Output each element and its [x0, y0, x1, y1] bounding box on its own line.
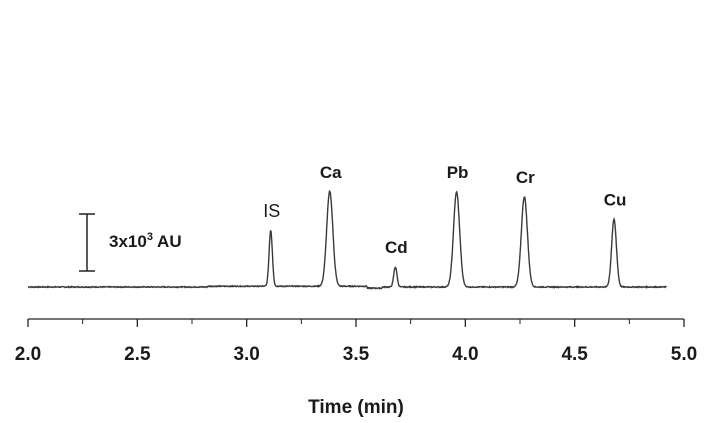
x-axis-title: Time (min): [308, 397, 404, 418]
scale-bar-label-main: 3x10: [109, 232, 147, 251]
peak-label-is: IS: [263, 201, 280, 221]
scale-bar-label-sup: 3: [147, 231, 153, 243]
x-ticks: 2.0 2.5 3.0 3.5 4.0 4.5 5.0: [15, 319, 697, 365]
peak-labels: IS Ca Cd Pb Cr Cu: [263, 163, 626, 257]
x-axis: 2.0 2.5 3.0 3.5 4.0 4.5 5.0 Time (min): [15, 318, 697, 418]
peak-label-cr: Cr: [516, 168, 535, 187]
trace-line: [27, 189, 668, 290]
peak-label-pb: Pb: [447, 163, 469, 182]
x-tick-label: 3.5: [343, 344, 370, 365]
x-tick-label: 2.5: [124, 344, 151, 365]
scale-bar-label: 3x103 AU: [109, 231, 182, 251]
peak-label-cu: Cu: [604, 191, 627, 210]
peak-label-cd: Cd: [385, 238, 408, 257]
x-tick-label: 5.0: [671, 344, 697, 365]
x-tick-label: 4.0: [452, 344, 478, 365]
peak-label-ca: Ca: [320, 163, 342, 182]
x-tick-label: 3.0: [233, 344, 259, 365]
x-tick-label: 2.0: [15, 344, 41, 365]
scale-bar: 3x103 AU: [79, 213, 182, 272]
x-tick-label: 4.5: [561, 344, 588, 365]
scale-bar-label-unit: AU: [153, 232, 182, 251]
